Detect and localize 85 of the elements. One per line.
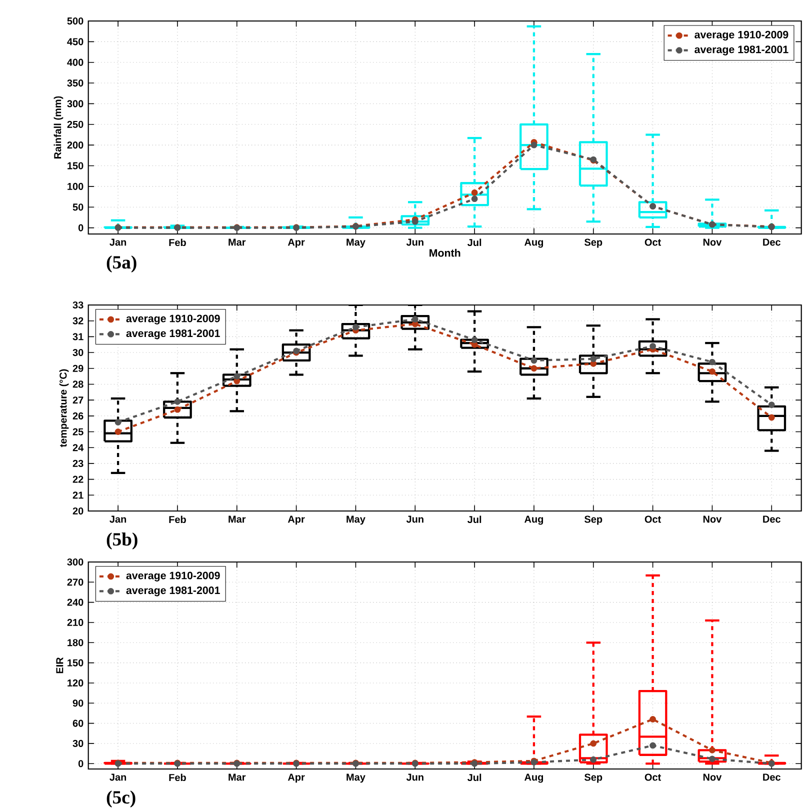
y-tick-label: 210 [67,618,84,626]
x-tick-label: Jan [109,774,126,781]
y-tick-label: 29 [72,364,84,372]
x-tick-label: Mar [228,516,246,523]
y-tick-label: 400 [66,58,84,66]
y-tick-label: 270 [67,578,84,586]
y-tick-label: 0 [78,224,84,232]
y-tick-label: 60 [72,720,84,727]
y-tick-label: 300 [67,100,84,108]
y-tick-label: 350 [67,79,84,87]
x-tick-label: Dec [762,516,780,523]
x-tick-label: Jul [467,238,481,246]
x-tick-label: Aug [524,238,543,248]
y-tick-label: 120 [67,679,84,687]
y-tick-label: 50 [72,204,84,211]
y-tick-label: 26 [72,412,84,420]
y-tick-label: 450 [66,38,84,46]
text: (5a) [106,256,136,272]
x-tick-label: Apr [288,516,305,525]
y-axis-title: Rainfall (mm) [54,96,63,158]
x-tick-label: Sep [584,238,602,248]
x-tick-label: Feb [169,516,186,524]
text: (5b) [106,532,138,550]
x-tick-label: Dec [762,238,780,246]
y-tick-label: 23 [72,460,84,467]
y-tick-label: 25 [72,428,84,436]
legend-label: average 1981-2001 [126,586,220,596]
x-tick-label: Jan [109,238,126,246]
x-tick-label: Jul [467,516,481,524]
y-tick-label: 30 [72,348,84,356]
x-tick-label: Oct [644,516,661,523]
y-tick-label: 32 [72,317,84,324]
x-tick-label: Jul [467,774,481,782]
y-tick-label: 150 [67,659,84,666]
y-tick-label: 240 [67,598,84,606]
y-tick-label: 150 [67,162,84,170]
y-tick-label: 22 [72,476,84,483]
x-tick-label: Aug [524,516,543,525]
y-tick-label: 300 [67,558,84,566]
y-tick-label: 0 [78,760,84,768]
x-axis-title: Month [429,248,460,257]
y-tick-label: 90 [72,700,84,707]
y-tick-label: 250 [67,120,84,128]
x-tick-label: Mar [228,238,246,246]
text: (5c) [106,790,136,808]
y-tick-label: 200 [67,142,84,149]
y-axis-title: temperature (°C) [59,369,69,448]
x-tick-label: Sep [584,774,602,783]
x-tick-label: May [346,774,366,783]
y-tick-label: 100 [67,182,84,190]
x-tick-label: May [346,516,366,525]
legend-label: average 1981-2001 [126,329,220,340]
x-tick-label: Feb [169,774,186,782]
x-tick-label: Aug [524,774,543,783]
y-tick-label: 21 [72,492,84,499]
x-tick-label: Sep [584,516,602,525]
x-tick-label: Jan [109,516,126,523]
y-tick-label: 27 [72,396,84,404]
x-tick-label: Oct [644,774,661,781]
x-tick-label: Nov [703,774,722,781]
x-tick-label: Nov [703,238,722,246]
y-tick-label: 24 [72,444,84,452]
x-tick-label: Apr [288,238,305,248]
y-tick-label: 28 [72,380,84,388]
legend-label: average 1910-2009 [126,314,220,324]
y-tick-label: 180 [67,639,84,646]
x-tick-label: Jun [406,238,424,246]
legend-label: average 1910-2009 [126,572,220,582]
y-tick-label: 30 [72,740,84,747]
y-tick-label: 20 [72,507,84,515]
x-tick-label: Jun [406,774,424,781]
x-tick-label: Feb [169,238,186,246]
x-tick-label: Oct [644,238,661,246]
x-tick-label: Nov [703,516,722,523]
y-tick-label: 33 [72,301,84,309]
y-tick-label: 31 [72,333,84,340]
legend-label: average 1910-2009 [694,30,788,41]
x-tick-label: Apr [288,774,305,783]
x-tick-label: Jun [406,516,424,523]
x-tick-label: Dec [762,774,780,781]
legend-label: average 1981-2001 [694,46,788,56]
y-axis-title: EIR [56,657,63,674]
x-tick-label: May [346,238,366,248]
y-tick-label: 500 [67,17,84,25]
x-tick-label: Mar [228,774,246,781]
